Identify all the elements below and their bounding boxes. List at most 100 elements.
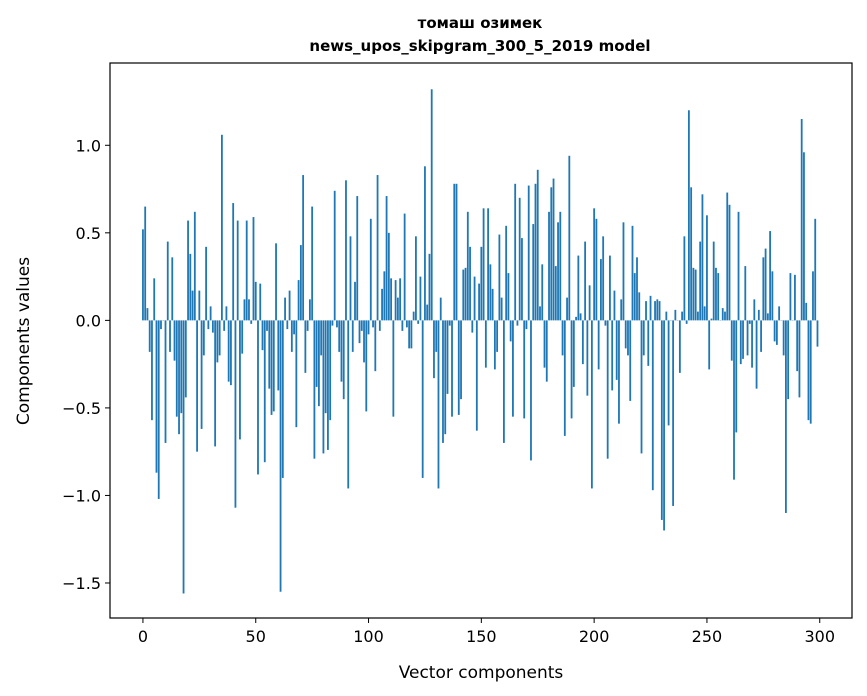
bar-269 <box>748 320 751 324</box>
bar-120 <box>412 311 415 321</box>
bar-110 <box>390 278 393 321</box>
bar-128 <box>430 89 433 321</box>
bar-19 <box>184 320 187 398</box>
bar-219 <box>636 257 638 321</box>
bar-3 <box>148 320 151 352</box>
bar-163 <box>509 320 512 342</box>
bar-34 <box>218 320 221 356</box>
bar-154 <box>489 264 492 321</box>
bar-236 <box>674 309 677 321</box>
bar-278 <box>769 231 772 321</box>
y-tick-label: 0.0 <box>76 311 101 330</box>
bar-100 <box>367 320 370 335</box>
bar-175 <box>536 169 539 321</box>
bar-210 <box>615 320 618 380</box>
bar-149 <box>478 283 480 321</box>
bar-130 <box>435 320 438 352</box>
bar-115 <box>401 320 404 331</box>
bar-0 <box>142 229 144 321</box>
bar-123 <box>419 276 422 321</box>
bar-257 <box>721 308 724 321</box>
x-tick-label: 200 <box>579 627 610 646</box>
bar-179 <box>545 320 548 382</box>
bar-194 <box>579 313 582 321</box>
bar-169 <box>523 320 526 419</box>
bar-191 <box>572 320 575 387</box>
bar-259 <box>726 192 729 321</box>
bar-192 <box>575 316 577 321</box>
bar-143 <box>464 267 467 321</box>
bars <box>142 89 819 594</box>
bar-41 <box>234 320 237 508</box>
bar-167 <box>518 197 521 321</box>
bar-186 <box>561 320 564 356</box>
bar-78 <box>318 320 320 407</box>
bar-38 <box>227 320 230 382</box>
bar-103 <box>374 320 377 372</box>
bar-296 <box>809 320 812 424</box>
bar-160 <box>502 320 505 443</box>
bar-113 <box>396 297 399 321</box>
bar-254 <box>715 267 717 321</box>
bar-74 <box>308 299 311 321</box>
bar-193 <box>577 255 580 321</box>
bar-233 <box>667 320 670 426</box>
bar-122 <box>417 320 420 324</box>
bar-198 <box>588 285 591 321</box>
bar-129 <box>433 320 435 379</box>
bar-207 <box>609 255 611 321</box>
bar-89 <box>342 320 345 400</box>
bar-295 <box>807 320 810 421</box>
bar-102 <box>372 320 374 328</box>
y-tick-label: −1.5 <box>62 574 101 593</box>
bar-238 <box>678 320 681 373</box>
bar-173 <box>532 224 535 321</box>
bar-265 <box>739 320 742 365</box>
bar-166 <box>516 320 519 326</box>
bar-273 <box>757 309 760 321</box>
bar-161 <box>505 225 508 321</box>
bar-65 <box>288 290 291 321</box>
bar-225 <box>649 295 652 321</box>
bar-188 <box>566 297 568 321</box>
bar-60 <box>277 320 280 391</box>
bar-226 <box>651 320 654 491</box>
bar-243 <box>690 187 693 321</box>
bar-98 <box>363 320 365 363</box>
bar-212 <box>620 299 623 321</box>
bar-51 <box>257 320 259 475</box>
bar-43 <box>239 320 241 440</box>
bar-90 <box>345 180 347 321</box>
bar-21 <box>189 253 192 321</box>
bar-49 <box>252 217 255 321</box>
bar-61 <box>279 320 282 592</box>
bar-227 <box>654 301 656 321</box>
bar-72 <box>304 320 307 373</box>
bar-252 <box>710 318 713 321</box>
bar-59 <box>275 243 277 321</box>
bar-272 <box>755 320 758 389</box>
bar-55 <box>266 320 268 331</box>
bar-217 <box>631 225 634 321</box>
bar-214 <box>624 320 627 349</box>
bar-189 <box>568 155 571 321</box>
bar-54 <box>263 320 266 463</box>
y-tick-label: 0.5 <box>76 224 101 243</box>
bar-53 <box>261 320 264 351</box>
bar-42 <box>236 220 239 321</box>
bar-22 <box>191 290 194 321</box>
bar-29 <box>207 320 210 330</box>
bar-174 <box>534 183 537 321</box>
bar-229 <box>658 301 661 321</box>
bar-258 <box>724 311 726 321</box>
bar-135 <box>446 320 449 394</box>
bar-108 <box>385 196 388 321</box>
bar-156 <box>493 320 496 370</box>
bar-190 <box>570 320 573 419</box>
bar-281 <box>775 320 778 345</box>
bar-204 <box>602 236 605 321</box>
bar-2 <box>146 308 149 321</box>
bar-209 <box>613 290 616 321</box>
bar-20 <box>187 220 189 321</box>
bar-8 <box>160 320 162 330</box>
